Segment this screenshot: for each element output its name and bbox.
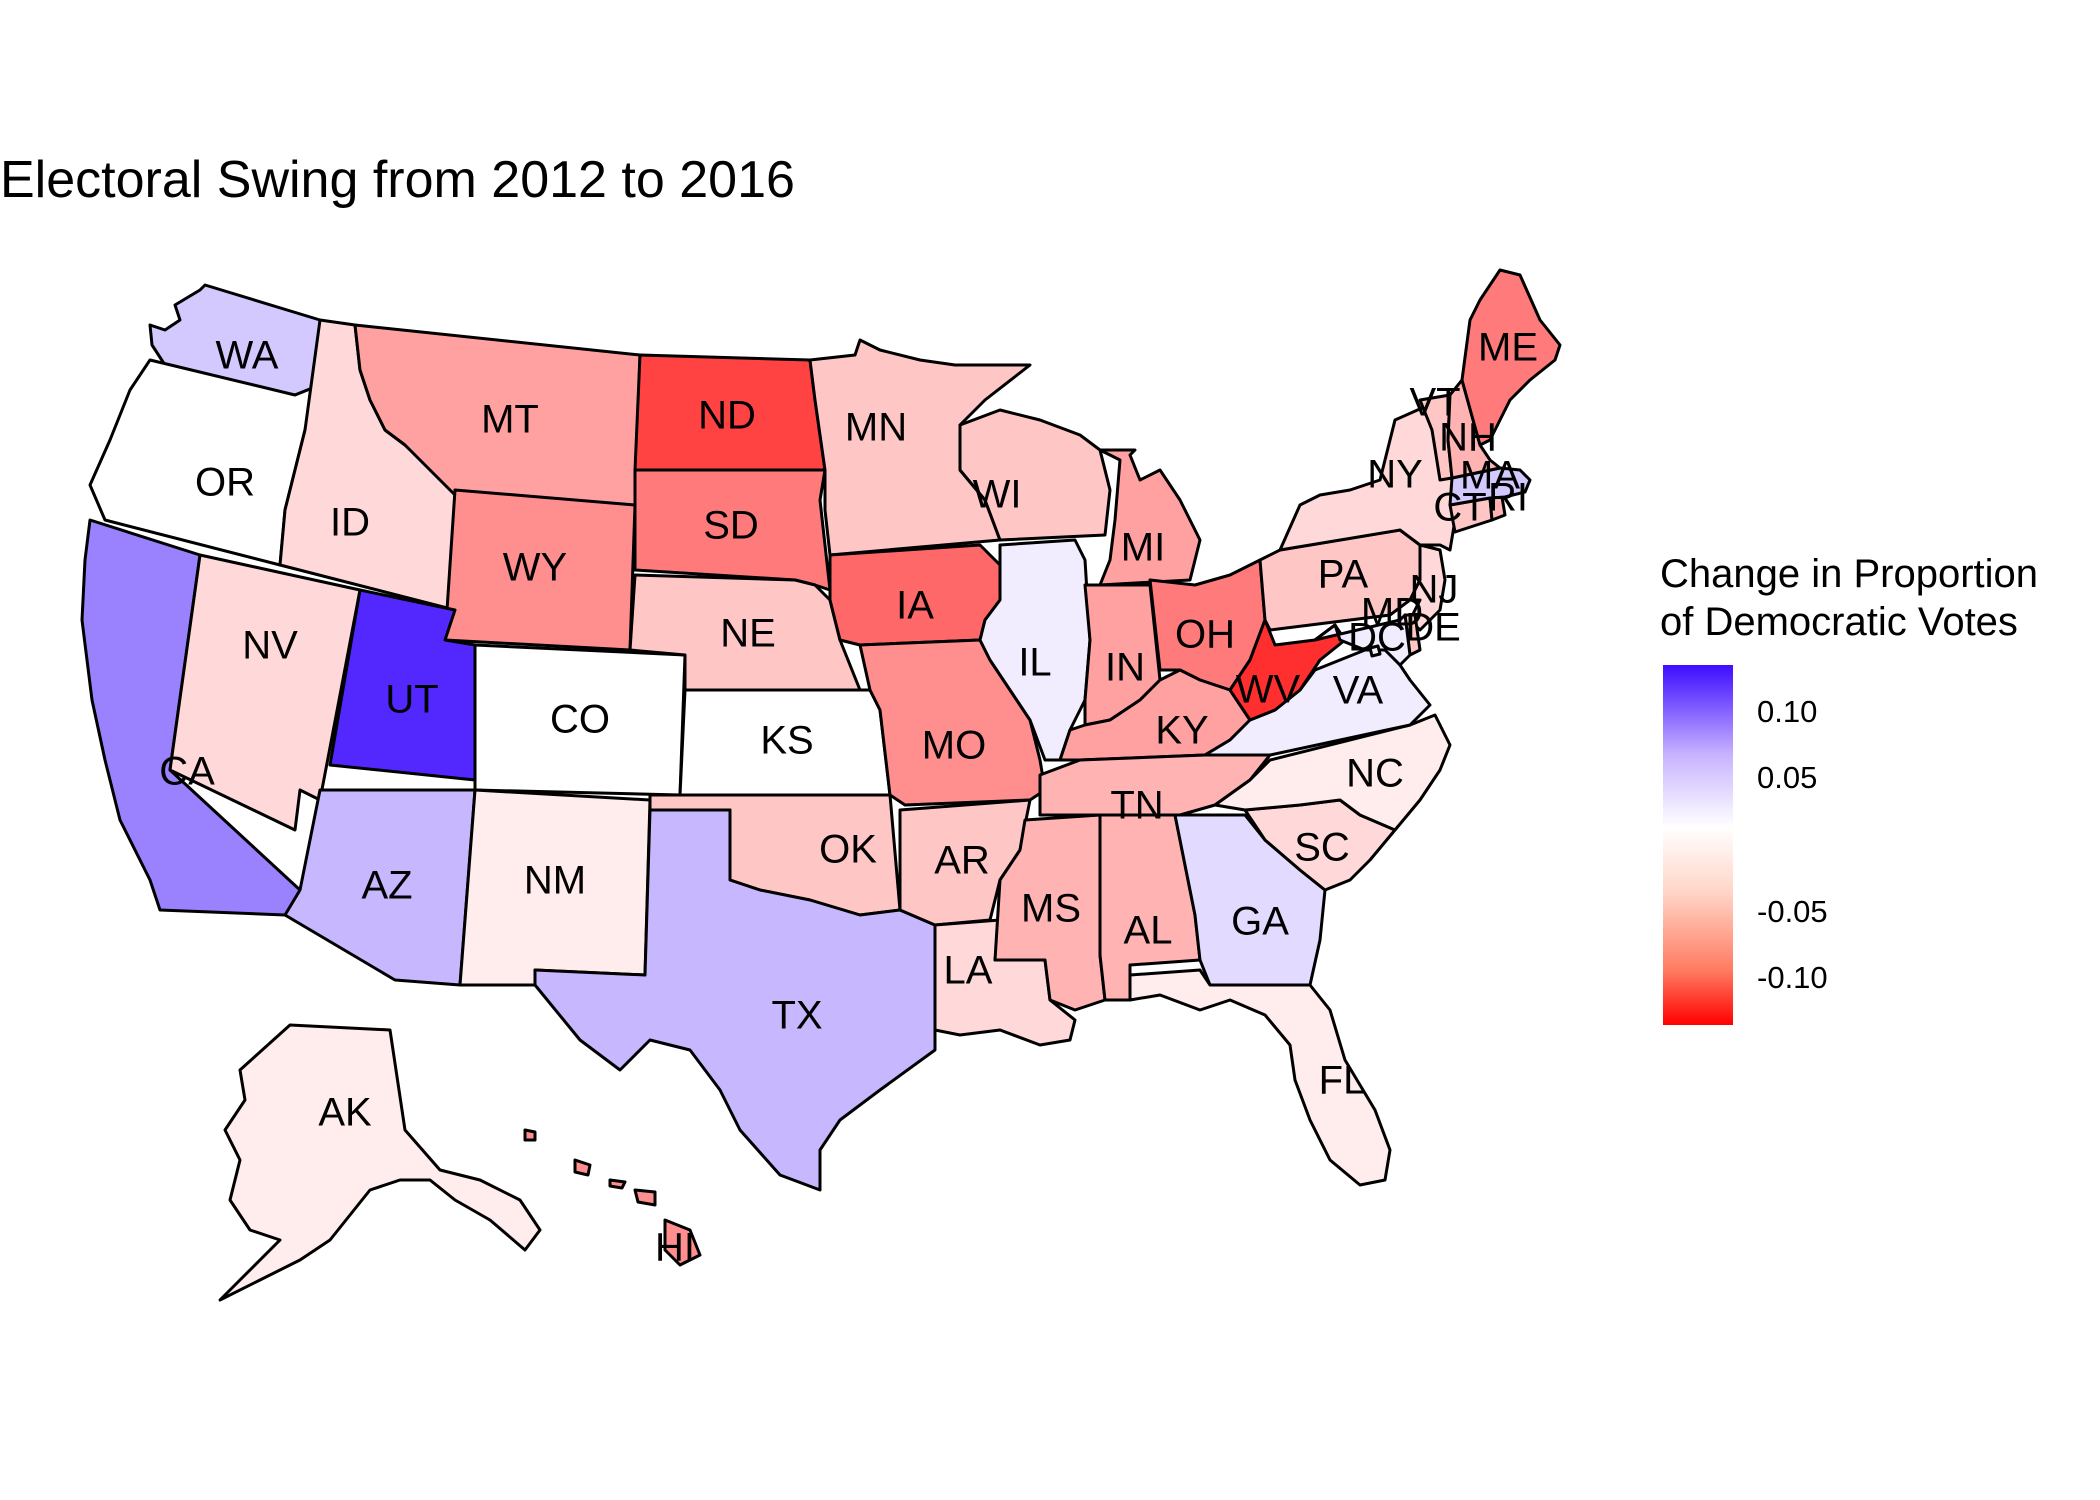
label-AK: AK xyxy=(318,1091,372,1135)
label-NC: NC xyxy=(1346,752,1404,796)
label-ND: ND xyxy=(698,394,756,438)
state-WI[interactable] xyxy=(958,408,1112,542)
state-HI[interactable] xyxy=(523,1128,702,1267)
label-MI: MI xyxy=(1121,526,1165,570)
label-NY: NY xyxy=(1367,453,1423,497)
legend-title-line1: Change in Proportion xyxy=(1660,552,2039,596)
label-IL: IL xyxy=(1018,641,1051,685)
label-IN: IN xyxy=(1105,646,1145,690)
label-KY: KY xyxy=(1155,709,1208,753)
legend-title-line2: of Democratic Votes xyxy=(1660,600,2018,644)
label-DC: DC xyxy=(1348,616,1406,660)
label-WA: WA xyxy=(216,334,279,378)
state-NE[interactable] xyxy=(628,573,862,692)
legend-tick-label: 0.05 xyxy=(1757,760,1818,796)
label-MA: MA xyxy=(1460,454,1520,498)
label-SD: SD xyxy=(703,504,759,548)
legend-title: Change in Proportion of Democratic Votes xyxy=(1660,550,2038,646)
label-LA: LA xyxy=(944,949,993,993)
label-AL: AL xyxy=(1124,909,1173,953)
label-GA: GA xyxy=(1231,900,1289,944)
label-KS: KS xyxy=(760,719,813,763)
state-MI[interactable] xyxy=(1098,448,1202,587)
label-WY: WY xyxy=(503,546,567,590)
label-TN: TN xyxy=(1110,784,1163,828)
label-FL: FL xyxy=(1319,1059,1366,1103)
label-OH: OH xyxy=(1175,613,1235,657)
label-OK: OK xyxy=(819,828,877,872)
legend-tick-label: -0.05 xyxy=(1757,893,1828,929)
label-MT: MT xyxy=(481,398,539,442)
label-UT: UT xyxy=(385,678,438,722)
label-ME: ME xyxy=(1478,326,1538,370)
label-TX: TX xyxy=(771,994,822,1038)
legend-tick xyxy=(1737,778,1747,781)
legend: Change in Proportion of Democratic Votes… xyxy=(1660,550,2038,1025)
label-IA: IA xyxy=(896,584,934,628)
label-NJ: NJ xyxy=(1410,568,1459,612)
label-OR: OR xyxy=(195,461,255,505)
label-NV: NV xyxy=(242,624,298,668)
label-WV: WV xyxy=(1236,668,1301,712)
label-AZ: AZ xyxy=(361,864,412,908)
label-DE: DE xyxy=(1405,606,1461,650)
label-CA: CA xyxy=(159,750,215,794)
label-ID: ID xyxy=(330,501,370,545)
label-PA: PA xyxy=(1318,553,1369,597)
state-TX[interactable] xyxy=(533,808,937,1192)
label-HI: HI xyxy=(655,1226,695,1270)
label-MN: MN xyxy=(845,406,907,450)
label-VA: VA xyxy=(1333,669,1384,713)
label-WI: WI xyxy=(973,473,1022,517)
state-FL[interactable] xyxy=(1128,968,1392,1187)
label-MO: MO xyxy=(922,724,986,768)
label-MS: MS xyxy=(1021,887,1081,931)
label-CT: CT xyxy=(1433,486,1486,530)
label-NH: NH xyxy=(1439,416,1497,460)
map-title: Electoral Swing from 2012 to 2016 xyxy=(0,151,795,209)
state-NC[interactable] xyxy=(1213,713,1452,832)
state-MD[interactable] xyxy=(1313,613,1412,667)
label-VT: VT xyxy=(1409,381,1460,425)
state-AK[interactable] xyxy=(218,1023,542,1302)
legend-tick xyxy=(1737,911,1747,914)
label-CO: CO xyxy=(550,698,610,742)
state-MA[interactable] xyxy=(1448,466,1532,507)
label-SC: SC xyxy=(1294,826,1350,870)
label-NE: NE xyxy=(720,612,776,656)
state-ME[interactable] xyxy=(1460,268,1562,447)
legend-tick-label: -0.10 xyxy=(1757,960,1828,996)
state-CA[interactable] xyxy=(80,518,302,917)
label-NM: NM xyxy=(524,859,586,903)
legend-tick xyxy=(1737,711,1747,714)
legend-color-bar xyxy=(1663,665,1733,1025)
state-DC[interactable] xyxy=(1368,644,1382,658)
label-RI: RI xyxy=(1488,476,1528,520)
label-AR: AR xyxy=(934,839,990,883)
state-AR[interactable] xyxy=(898,798,1032,927)
legend-tick-label: 0.10 xyxy=(1757,693,1818,729)
label-MD: MD xyxy=(1361,591,1423,635)
legend-tick xyxy=(1737,978,1747,981)
